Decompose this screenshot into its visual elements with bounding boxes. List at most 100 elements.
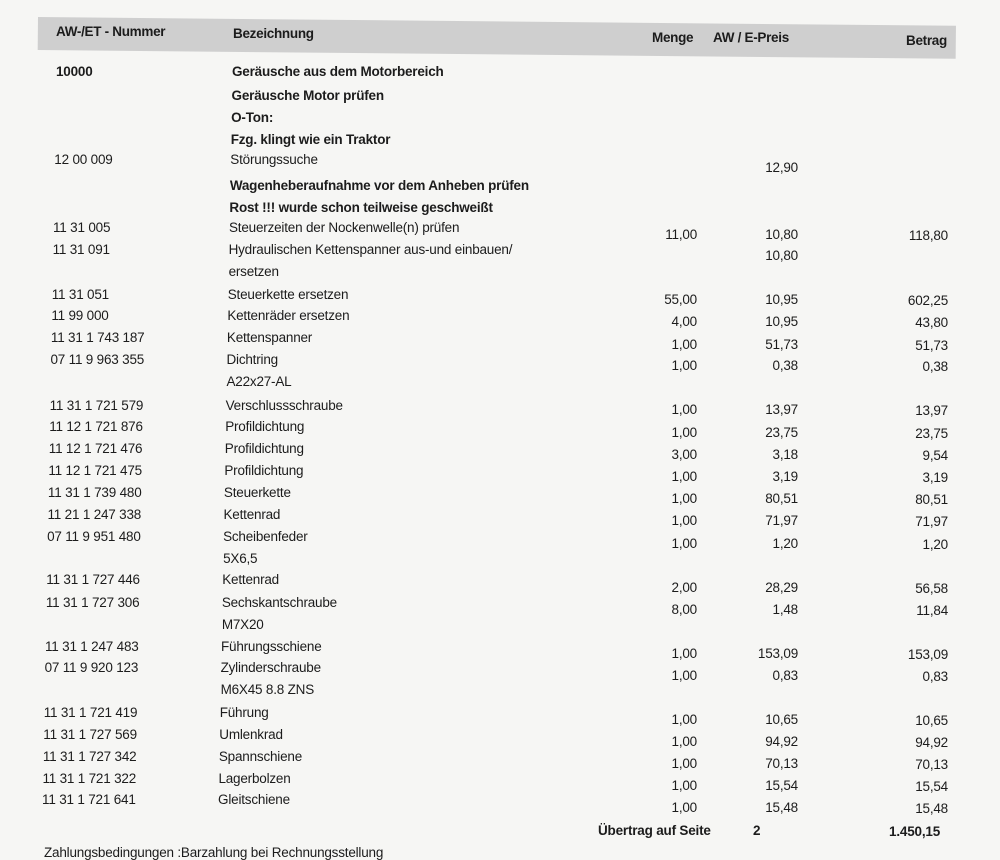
item-price: 10,80 [765,227,798,242]
item-number: 11 99 000 [51,308,109,323]
item-description: Führung [219,705,269,720]
item-quantity: 55,00 [664,292,697,307]
item-price: 80,51 [765,491,798,506]
item-amount: 118,80 [908,228,948,243]
item-quantity: 1,00 [671,734,698,749]
item-quantity: 1,00 [671,800,698,815]
item-description: Profildichtung [224,463,304,478]
item-description: Fzg. klingt wie ein Traktor [230,132,391,147]
item-description: Gleitschiene [218,792,290,807]
item-description: Lagerbolzen [218,771,291,786]
item-number: 11 31 1 727 306 [45,595,140,610]
item-number: 11 31 1 743 187 [50,330,145,345]
item-description: Geräusche Motor prüfen [231,88,385,103]
item-description: Verschlussschraube [225,398,343,413]
table-header-bar [37,17,956,59]
item-amount: 94,92 [915,735,948,750]
item-number: 11 31 051 [51,287,109,302]
item-quantity: 2,00 [671,580,698,595]
item-description: Scheibenfeder [223,529,308,544]
carry-label: Übertrag auf Seite [598,823,711,838]
item-price: 12,90 [765,160,798,175]
item-description: Spannschiene [218,749,303,764]
item-quantity: 1,00 [671,778,698,793]
item-amount: 70,13 [915,757,948,772]
item-description: Kettenrad [222,572,279,587]
item-number: 11 31 1 727 446 [46,572,140,587]
item-price: 23,75 [765,425,798,440]
item-description: Zylinderschraube [220,660,322,675]
item-amount: 0,38 [922,359,949,374]
carry-page: 2 [753,823,761,838]
item-price: 28,29 [765,580,798,595]
item-number: 07 11 9 920 123 [44,660,139,675]
item-amount: 1,20 [922,537,949,552]
item-number: 11 31 1 721 419 [43,705,138,720]
item-description: Führungsschiene [220,639,322,654]
item-quantity: 1,00 [671,491,698,506]
item-description: Rost !!! wurde schon teilweise geschweiß… [229,200,493,215]
item-description: Hydraulischen Kettenspanner aus-und einb… [228,242,513,257]
item-amount: 80,51 [915,492,948,507]
item-price: 10,95 [765,292,798,307]
item-number: 11 31 1 727 342 [42,749,137,764]
item-price: 71,97 [765,513,798,528]
item-quantity: 1,00 [671,646,698,661]
carry-amount: 1.450,15 [889,824,940,839]
item-number: 11 31 1 721 579 [49,398,144,413]
item-description: Kettenräder ersetzen [227,308,350,323]
item-amount: 15,48 [915,801,948,816]
item-price: 10,80 [765,248,798,263]
item-price: 3,18 [772,447,799,462]
header-description: Bezeichnung [233,26,314,41]
item-price: 153,09 [757,646,798,661]
item-price: 10,65 [765,712,798,727]
item-number: 11 31 091 [52,242,110,257]
item-amount: 9,54 [922,448,949,463]
item-number: 10000 [56,64,93,79]
item-price: 3,19 [772,469,799,484]
item-amount: 153,09 [907,647,948,662]
item-quantity: 4,00 [671,314,698,329]
item-amount: 56,58 [915,581,948,596]
item-description: Störungssuche [230,152,318,167]
item-description: Umlenkrad [219,727,283,742]
item-amount: 0,83 [922,669,949,684]
item-description: Dichtring [226,352,278,367]
item-description: Kettenspanner [226,330,313,345]
item-description: Kettenrad [223,507,281,522]
item-amount: 15,54 [915,779,948,794]
item-amount: 71,97 [915,514,948,529]
item-amount: 43,80 [915,315,948,330]
item-amount: 10,65 [915,713,948,728]
item-description: Steuerzeiten der Nockenwelle(n) prüfen [229,220,460,235]
item-description: 5X6,5 [223,551,258,566]
item-number: 07 11 9 951 480 [47,529,141,544]
item-price: 15,54 [765,778,798,793]
item-amount: 602,25 [907,293,948,308]
item-description: Sechskantschraube [221,595,337,610]
item-quantity: 1,00 [671,536,698,551]
item-description: Profildichtung [224,441,304,456]
item-price: 15,48 [765,800,798,815]
item-price: 13,97 [765,402,798,417]
item-price: 0,38 [772,358,799,373]
item-quantity: 11,00 [665,227,697,242]
item-number: 11 31 1 721 322 [42,771,137,786]
item-number: 07 11 9 963 355 [50,352,145,367]
header-amount: Betrag [906,33,947,48]
item-quantity: 1,00 [671,513,698,528]
item-description: M7X20 [221,617,264,632]
item-quantity: 8,00 [671,602,698,617]
item-number: 11 31 1 721 641 [42,792,136,807]
item-quantity: 1,00 [671,402,698,417]
item-quantity: 1,00 [671,668,698,683]
item-description: O-Ton: [231,110,274,125]
item-price: 1,20 [772,536,799,551]
item-amount: 13,97 [915,403,948,418]
item-number: 11 21 1 247 338 [47,507,142,522]
item-description: ersetzen [228,264,279,279]
item-quantity: 1,00 [671,337,698,352]
item-number: 12 00 009 [54,152,113,167]
item-quantity: 3,00 [671,447,698,462]
